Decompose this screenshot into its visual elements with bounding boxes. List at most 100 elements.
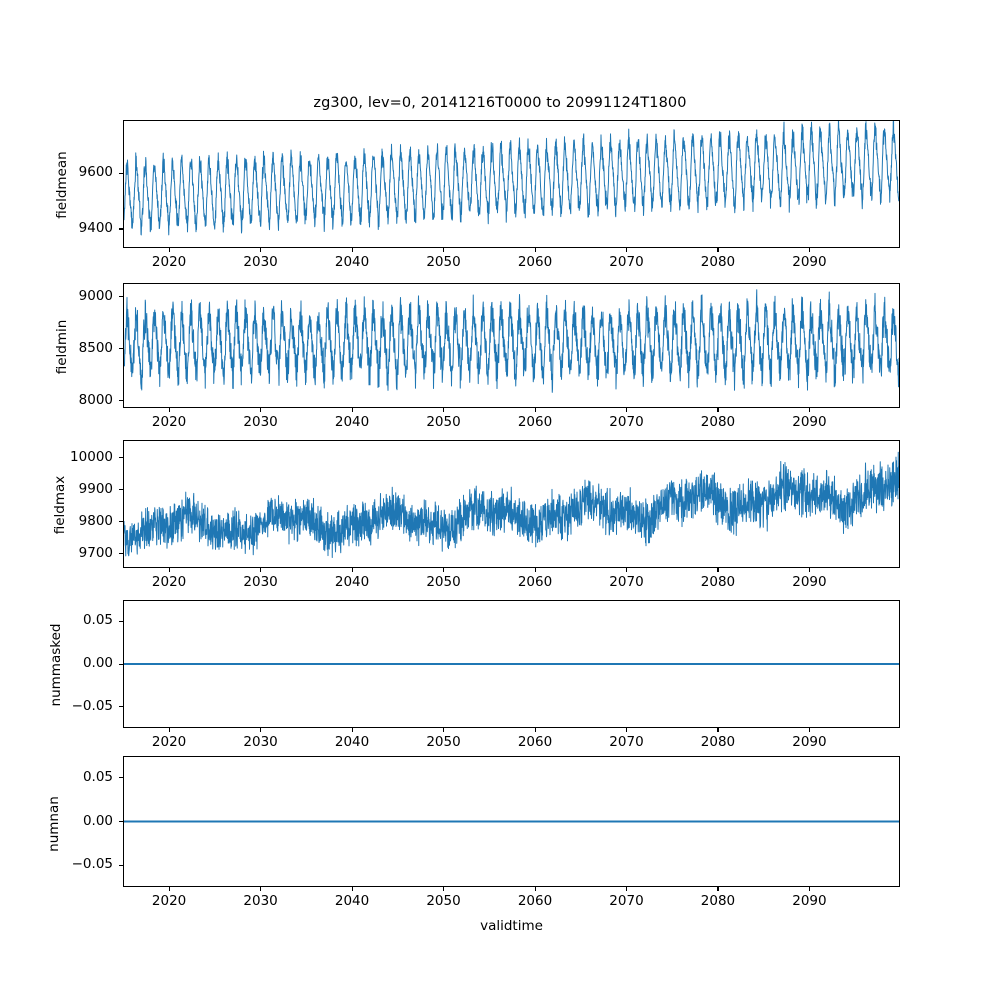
plot-area-fieldmin [123, 283, 900, 408]
xtick-label-p4-0: 2020 [151, 893, 187, 909]
ytick-label-fieldmean-0: 9400 [78, 219, 113, 236]
xtick-mark-p4-3 [443, 887, 445, 891]
xtick-label-p2-7: 2090 [792, 574, 827, 590]
xtick-mark-p3-3 [443, 728, 445, 732]
ytick-mark-nummasked-1 [119, 663, 123, 665]
xtick-mark-p2-5 [625, 568, 628, 572]
ytick-mark-fieldmax-1 [119, 521, 123, 523]
xtick-label-p1-4: 2060 [517, 414, 553, 430]
xtick-mark-p1-2 [351, 408, 353, 412]
xtick-label-p1-1: 2030 [243, 414, 278, 430]
plot-area-numnan [123, 756, 900, 887]
xtick-mark-p0-7 [808, 248, 811, 252]
plot-area-fieldmax [123, 440, 900, 568]
line-fieldmean [124, 121, 899, 235]
ytick-mark-fieldmax-0 [119, 553, 123, 555]
xtick-label-p2-4: 2060 [517, 574, 553, 590]
xtick-mark-p3-0 [168, 728, 170, 732]
xtick-label-p3-1: 2030 [243, 734, 278, 750]
xtick-label-p0-6: 2080 [700, 254, 736, 270]
xtick-label-p3-3: 2050 [426, 734, 461, 750]
xtick-label-p2-0: 2020 [151, 574, 187, 590]
xtick-mark-p2-0 [168, 568, 170, 572]
xtick-label-p3-6: 2080 [700, 734, 736, 750]
xtick-mark-p4-2 [351, 887, 353, 891]
xtick-mark-p1-3 [443, 408, 445, 412]
xtick-label-p0-2: 2040 [334, 254, 370, 270]
ytick-mark-numnan-1 [119, 821, 123, 823]
xtick-mark-p2-4 [534, 568, 536, 572]
xtick-label-p0-3: 2050 [426, 254, 461, 270]
ytick-mark-fieldmax-3 [119, 457, 123, 459]
panel-fieldmin [123, 283, 900, 408]
ytick-label-numnan-1: 0.00 [82, 812, 113, 829]
xtick-mark-p1-0 [168, 408, 170, 412]
xtick-mark-p4-1 [260, 887, 262, 891]
plot-area-nummasked [123, 600, 900, 728]
ytick-label-nummasked-0: −0.05 [71, 697, 113, 714]
panel-numnan [123, 756, 900, 887]
series-nummasked [124, 601, 899, 727]
xtick-label-p1-0: 2020 [151, 414, 187, 430]
ytick-label-numnan-2: 0.05 [82, 768, 113, 785]
xtick-label-p4-6: 2080 [700, 893, 736, 909]
xtick-label-p4-1: 2030 [243, 893, 278, 909]
xtick-mark-p2-6 [717, 568, 719, 572]
xtick-mark-p0-3 [443, 248, 445, 252]
xtick-mark-p4-7 [808, 887, 811, 891]
ytick-mark-fieldmin-2 [119, 296, 123, 298]
ytick-mark-numnan-0 [119, 864, 123, 866]
line-fieldmax [124, 452, 899, 557]
xtick-mark-p4-6 [717, 887, 719, 891]
xtick-mark-p3-1 [260, 728, 262, 732]
xtick-label-p4-5: 2070 [609, 893, 644, 909]
ytick-label-fieldmax-1: 9800 [78, 512, 113, 529]
ytick-mark-fieldmin-0 [119, 400, 123, 402]
xtick-label-p1-6: 2080 [700, 414, 736, 430]
xtick-mark-p0-1 [260, 248, 262, 252]
ytick-mark-nummasked-0 [119, 706, 123, 708]
xtick-label-p1-2: 2040 [334, 414, 370, 430]
xtick-mark-p3-7 [808, 728, 811, 732]
xtick-label-p3-5: 2070 [609, 734, 644, 750]
xtick-mark-p0-5 [625, 248, 628, 252]
xtick-mark-p3-6 [717, 728, 719, 732]
xtick-mark-p4-4 [534, 887, 536, 891]
xtick-label-p0-5: 2070 [609, 254, 644, 270]
panel-fieldmax [123, 440, 900, 568]
series-fieldmax [124, 441, 899, 567]
panel-fieldmean [123, 120, 900, 248]
ytick-mark-fieldmean-0 [119, 228, 123, 230]
xtick-mark-p0-2 [351, 248, 353, 252]
xtick-label-p1-3: 2050 [426, 414, 461, 430]
figure-title: zg300, lev=0, 20141216T0000 to 20991124T… [313, 95, 687, 111]
ytick-label-fieldmin-1: 8500 [78, 339, 113, 356]
xtick-label-p0-7: 2090 [792, 254, 827, 270]
xtick-label-p0-0: 2020 [151, 254, 187, 270]
xtick-mark-p1-1 [260, 408, 262, 412]
xtick-mark-p1-7 [808, 408, 811, 412]
ytick-mark-numnan-2 [119, 777, 123, 779]
ytick-mark-fieldmin-1 [119, 348, 123, 350]
line-fieldmin [124, 290, 899, 393]
xtick-mark-p2-1 [260, 568, 262, 572]
xtick-mark-p1-5 [625, 408, 628, 412]
xtick-mark-p0-6 [717, 248, 719, 252]
xtick-mark-p3-4 [534, 728, 536, 732]
xtick-label-p2-2: 2040 [334, 574, 370, 590]
xtick-label-p2-6: 2080 [700, 574, 736, 590]
xtick-mark-p2-7 [808, 568, 811, 572]
xtick-mark-p1-6 [717, 408, 719, 412]
xtick-mark-p3-2 [351, 728, 353, 732]
ytick-label-fieldmax-3: 10000 [70, 448, 113, 465]
xtick-label-p2-1: 2030 [243, 574, 278, 590]
xtick-mark-p0-0 [168, 248, 170, 252]
xtick-mark-p4-5 [625, 887, 628, 891]
xtick-mark-p4-0 [168, 887, 170, 891]
ytick-label-fieldmin-0: 8000 [78, 391, 113, 408]
xtick-label-p4-3: 2050 [426, 893, 461, 909]
ytick-mark-fieldmean-1 [119, 172, 123, 174]
ytick-label-nummasked-1: 0.00 [82, 655, 113, 671]
xtick-label-p2-5: 2070 [609, 574, 644, 590]
